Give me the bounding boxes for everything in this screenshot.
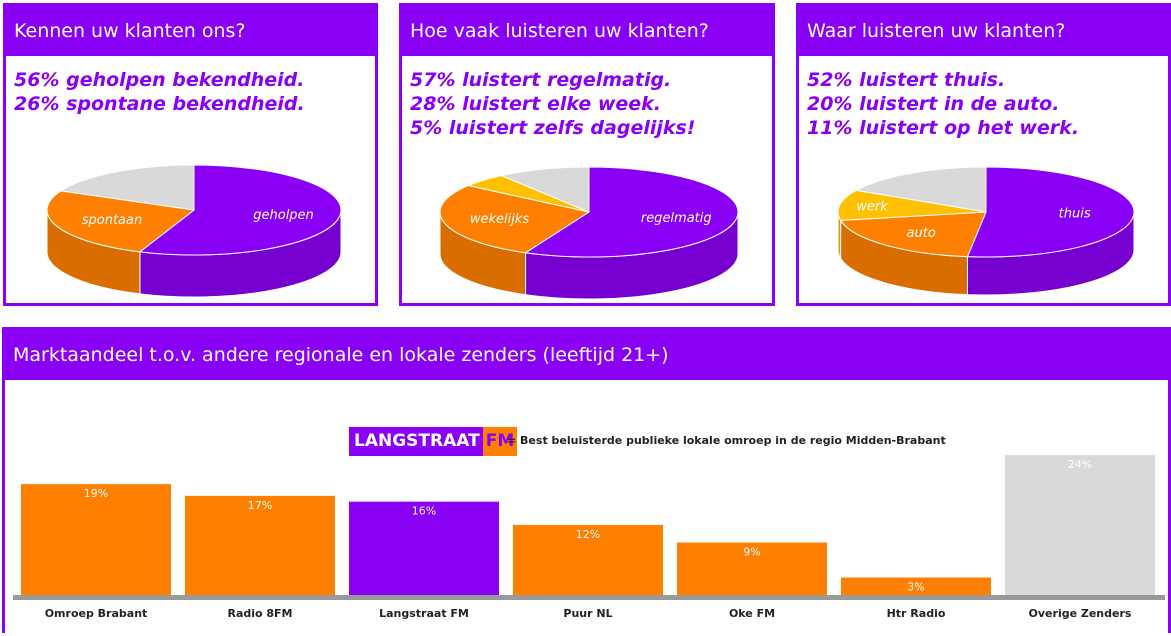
pie-slice <box>499 166 590 213</box>
bar-value-label: 17% <box>248 499 272 512</box>
bar <box>513 525 663 595</box>
pie-slice <box>854 166 987 213</box>
bar-value-label: 24% <box>1068 458 1092 471</box>
pie-slice <box>966 166 1135 258</box>
bar-value-label: 3% <box>907 581 924 594</box>
bar-chart-market-share: 19% Omroep Brabant 17% Radio 8FM 16% Langstra… <box>13 455 1165 620</box>
pie-slice-label: auto <box>907 226 936 241</box>
stat-line: 11% luistert op het werk. <box>807 117 1080 139</box>
panel-title: Marktaandeel t.o.v. andere regionale en … <box>5 330 1168 380</box>
pie-slice-label: regelmatig <box>641 211 712 226</box>
pie-chart-location: thuis auto werk <box>837 166 1135 296</box>
stat-line: 52% luistert thuis. <box>807 69 1006 91</box>
bar-value-label: 9% <box>743 546 760 559</box>
pie-slice <box>439 185 591 254</box>
bar-value-label: 16% <box>412 505 436 518</box>
pie-slice-label: werk <box>856 200 888 215</box>
pie-chart-awareness: geholpen spontaan <box>46 164 342 298</box>
x-axis-baseline <box>13 595 1165 600</box>
stat-line: 5% luistert zelfs dagelijks! <box>410 117 696 139</box>
bar-value-label: 19% <box>84 487 108 500</box>
bar-category-label: Radio 8FM <box>227 607 292 620</box>
pie-slice <box>837 189 987 221</box>
logo-text-fm: FM <box>482 427 518 456</box>
bar <box>841 577 991 595</box>
stat-line: 57% luistert regelmatig. <box>410 69 672 91</box>
pie-chart-frequency: regelmatig wekelijks <box>439 166 739 300</box>
panel-awareness: Kennen uw klanten ons? 56% geholpen beke… <box>3 3 378 306</box>
stat-line: 56% geholpen bekendheid. <box>14 69 305 91</box>
pie-slice <box>524 166 739 258</box>
bar <box>21 484 171 595</box>
stat-line: 28% luistert elke week. <box>410 93 662 115</box>
bar-category-label: Puur NL <box>563 607 612 620</box>
pie-slice-label: spontaan <box>82 213 143 228</box>
bar <box>185 495 335 595</box>
pie-slice <box>59 164 195 211</box>
bar-category-label: Langstraat FM <box>379 607 469 620</box>
panel-title: Hoe vaak luisteren uw klanten? <box>402 6 772 56</box>
panel-frequency: Hoe vaak luisteren uw klanten? 57% luist… <box>399 3 775 306</box>
langstraat-fm-logo: LANGSTRAAT FM <box>349 427 518 456</box>
bar <box>1005 455 1155 595</box>
pie-slice-label: thuis <box>1059 207 1091 222</box>
bar <box>677 542 827 595</box>
bar-category-label: Oke FM <box>729 607 775 620</box>
pie-slice <box>138 164 342 256</box>
bar-category-label: Omroep Brabant <box>45 607 148 620</box>
bar-value-label: 12% <box>576 528 600 541</box>
panel-title: Kennen uw klanten ons? <box>6 6 375 56</box>
panel-title: Waar luisteren uw klanten? <box>799 6 1168 56</box>
bar-category-label: Htr Radio <box>887 607 946 620</box>
pie-slice-label: geholpen <box>253 208 314 223</box>
logo-text: LANGSTRAAT <box>349 427 483 456</box>
panel-location: Waar luisteren uw klanten? 52% luistert … <box>796 3 1171 306</box>
pie-slice <box>839 211 987 258</box>
bar <box>349 501 499 595</box>
stat-line: 20% luistert in de auto. <box>807 93 1060 115</box>
stat-line: 26% spontane bekendheid. <box>14 93 305 115</box>
panel-market-share: Marktaandeel t.o.v. andere regionale en … <box>2 327 1171 633</box>
legend-text: = Best beluisterde publieke lokale omroe… <box>507 434 946 447</box>
pie-slice <box>46 190 196 253</box>
bar-category-label: Overige Zenders <box>1029 607 1132 620</box>
pie-slice-label: wekelijks <box>470 212 530 227</box>
